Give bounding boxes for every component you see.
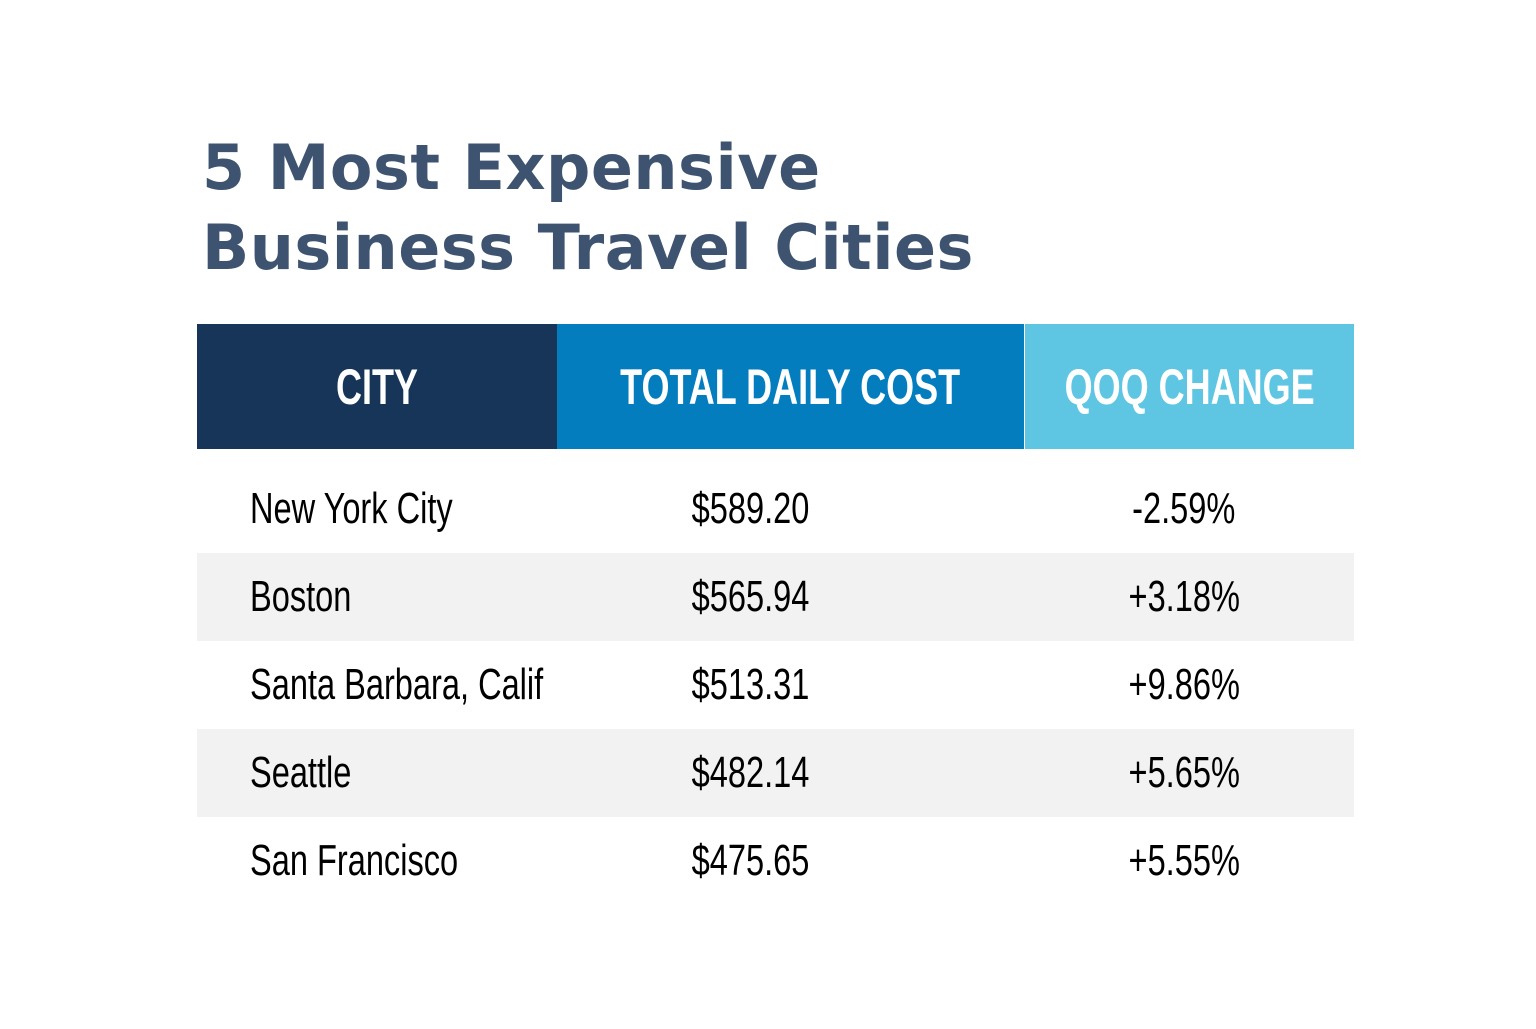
cell-city: Seattle bbox=[250, 748, 352, 797]
title-line-1: 5 Most Expensive bbox=[202, 131, 821, 204]
table-row: Boston $565.94 +3.18% bbox=[197, 553, 1354, 641]
title-line-2: Business Travel Cities bbox=[202, 211, 974, 284]
column-header-qoq-change: QOQ CHANGE bbox=[1024, 324, 1354, 449]
cell-city: Santa Barbara, Calif bbox=[250, 660, 544, 709]
cell-qoq: +5.65% bbox=[1128, 748, 1240, 797]
cell-city: New York City bbox=[250, 484, 453, 533]
table-header: CITY TOTAL DAILY COST QOQ CHANGE bbox=[197, 324, 1354, 449]
cost-table: CITY TOTAL DAILY COST QOQ CHANGE New Yor… bbox=[197, 324, 1354, 905]
cell-qoq: -2.59% bbox=[1132, 484, 1236, 533]
cell-city: Boston bbox=[250, 572, 352, 621]
table-row: Seattle $482.14 +5.65% bbox=[197, 729, 1354, 817]
column-header-city: CITY bbox=[197, 324, 557, 449]
page-title: 5 Most Expensive Business Travel Cities bbox=[202, 128, 974, 288]
cell-city: San Francisco bbox=[250, 836, 459, 885]
table-row: New York City $589.20 -2.59% bbox=[197, 465, 1354, 553]
cell-cost: $475.65 bbox=[691, 836, 810, 885]
cell-cost: $565.94 bbox=[691, 572, 810, 621]
cell-cost: $513.31 bbox=[691, 660, 810, 709]
cell-cost: $589.20 bbox=[691, 484, 810, 533]
cell-qoq: +5.55% bbox=[1128, 836, 1240, 885]
cell-cost: $482.14 bbox=[691, 748, 810, 797]
table-row: Santa Barbara, Calif $513.31 +9.86% bbox=[197, 641, 1354, 729]
table-body: New York City $589.20 -2.59% Boston $565… bbox=[197, 465, 1354, 905]
cell-qoq: +9.86% bbox=[1128, 660, 1240, 709]
column-header-total-daily-cost: TOTAL DAILY COST bbox=[557, 324, 1024, 449]
cell-qoq: +3.18% bbox=[1128, 572, 1240, 621]
table-row: San Francisco $475.65 +5.55% bbox=[197, 817, 1354, 905]
